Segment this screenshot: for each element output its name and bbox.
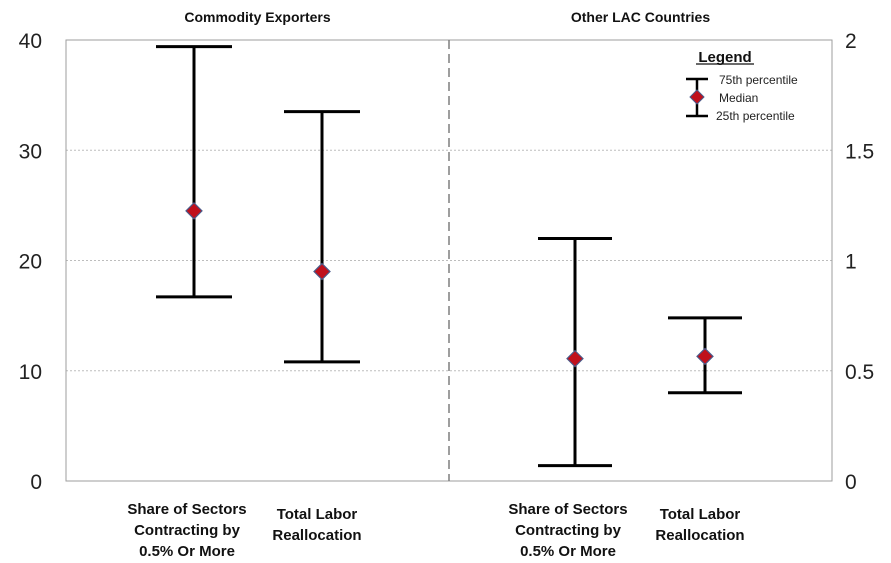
right-tick-label: 1 (845, 251, 857, 274)
panel-2: Other LAC Countries Share of Sectors Contr… (508, 9, 744, 560)
left-axis-ticks: 0 10 20 30 40 (19, 30, 42, 494)
panel-title: Commodity Exporters (184, 9, 330, 25)
panel-1: Commodity Exporters Share of Sectors Contr… (127, 9, 361, 560)
left-tick-label: 10 (19, 361, 42, 384)
right-tick-label: 0 (845, 471, 857, 494)
category-label: Share of Sectors (508, 501, 627, 518)
category-label: Total Labor (660, 506, 741, 523)
legend-title: Legend (698, 49, 751, 66)
median-marker (185, 202, 203, 220)
right-tick-label: 0.5 (845, 361, 874, 384)
panel-title: Other LAC Countries (571, 9, 710, 25)
legend-median-marker (689, 89, 705, 105)
left-tick-label: 30 (19, 140, 42, 163)
category-label: Reallocation (655, 527, 744, 544)
median-marker (696, 347, 714, 366)
left-tick-label: 40 (19, 30, 42, 53)
legend-item-label: Median (719, 91, 758, 105)
category-label: Contracting by (515, 522, 621, 539)
category-label: Total Labor (277, 506, 358, 523)
errorbar-group (538, 236, 612, 468)
left-tick-label: 0 (30, 471, 42, 494)
errorbar-group (156, 45, 232, 299)
right-axis-ticks: 0 0.5 1 1.5 2 (845, 30, 874, 494)
right-tick-label: 1.5 (845, 140, 874, 163)
category-label: 0.5% Or More (520, 543, 616, 560)
median-marker (313, 262, 331, 281)
legend: Legend 75th percentile Median 25th percenti… (686, 49, 798, 123)
errorbar-group (668, 316, 742, 395)
category-label: 0.5% Or More (139, 543, 235, 560)
category-label: Reallocation (272, 527, 361, 544)
left-tick-label: 20 (19, 251, 42, 274)
right-tick-label: 2 (845, 30, 857, 53)
legend-item-label: 25th percentile (716, 109, 795, 123)
category-label: Share of Sectors (127, 501, 246, 518)
category-label: Contracting by (134, 522, 240, 539)
panels: Commodity Exporters Share of Sectors Contr… (127, 9, 744, 560)
legend-item-label: 75th percentile (719, 73, 798, 87)
errorbar-group (284, 110, 360, 364)
median-marker (566, 349, 584, 368)
